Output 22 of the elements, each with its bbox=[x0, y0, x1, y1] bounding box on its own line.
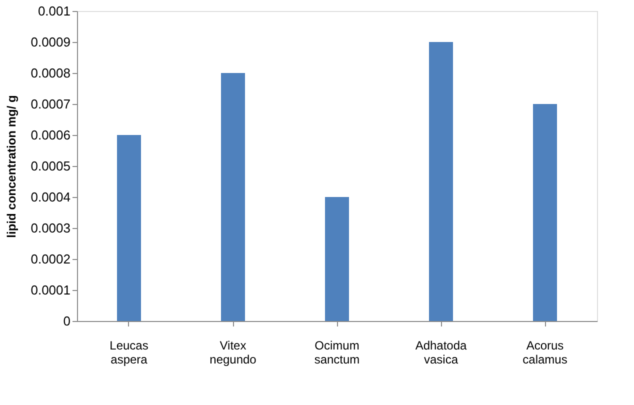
y-tick-label: 0.0004 bbox=[30, 190, 70, 204]
y-tick-label: 0.0006 bbox=[30, 128, 70, 142]
x-tick-label: Vitex negundo bbox=[210, 338, 257, 366]
y-tick-label: 0.0003 bbox=[30, 220, 70, 236]
x-tick-label: Adhatoda vasica bbox=[415, 338, 468, 366]
y-tick-label: 0.0009 bbox=[30, 34, 70, 50]
y-tick-label: 0.0005 bbox=[30, 158, 70, 174]
bar bbox=[533, 104, 557, 321]
bar bbox=[429, 42, 453, 321]
y-tick-label: 0.0007 bbox=[30, 96, 70, 112]
x-tick-label: Leucas aspera bbox=[110, 338, 148, 366]
bar bbox=[325, 197, 349, 321]
bar bbox=[221, 73, 245, 321]
bar bbox=[117, 135, 141, 321]
y-tick-label: 0.0008 bbox=[30, 66, 70, 80]
y-axis-title: lipid concentration mg/ g bbox=[4, 95, 19, 238]
x-tick-label: Acorus calamus bbox=[522, 338, 568, 366]
y-tick-label: 0 bbox=[63, 314, 70, 328]
x-tick-label: Ocimum sanctum bbox=[314, 338, 360, 366]
y-tick-label: 0.0002 bbox=[30, 252, 70, 266]
y-tick-label: 0.001 bbox=[38, 4, 70, 18]
y-tick-label: 0.0001 bbox=[30, 282, 70, 298]
